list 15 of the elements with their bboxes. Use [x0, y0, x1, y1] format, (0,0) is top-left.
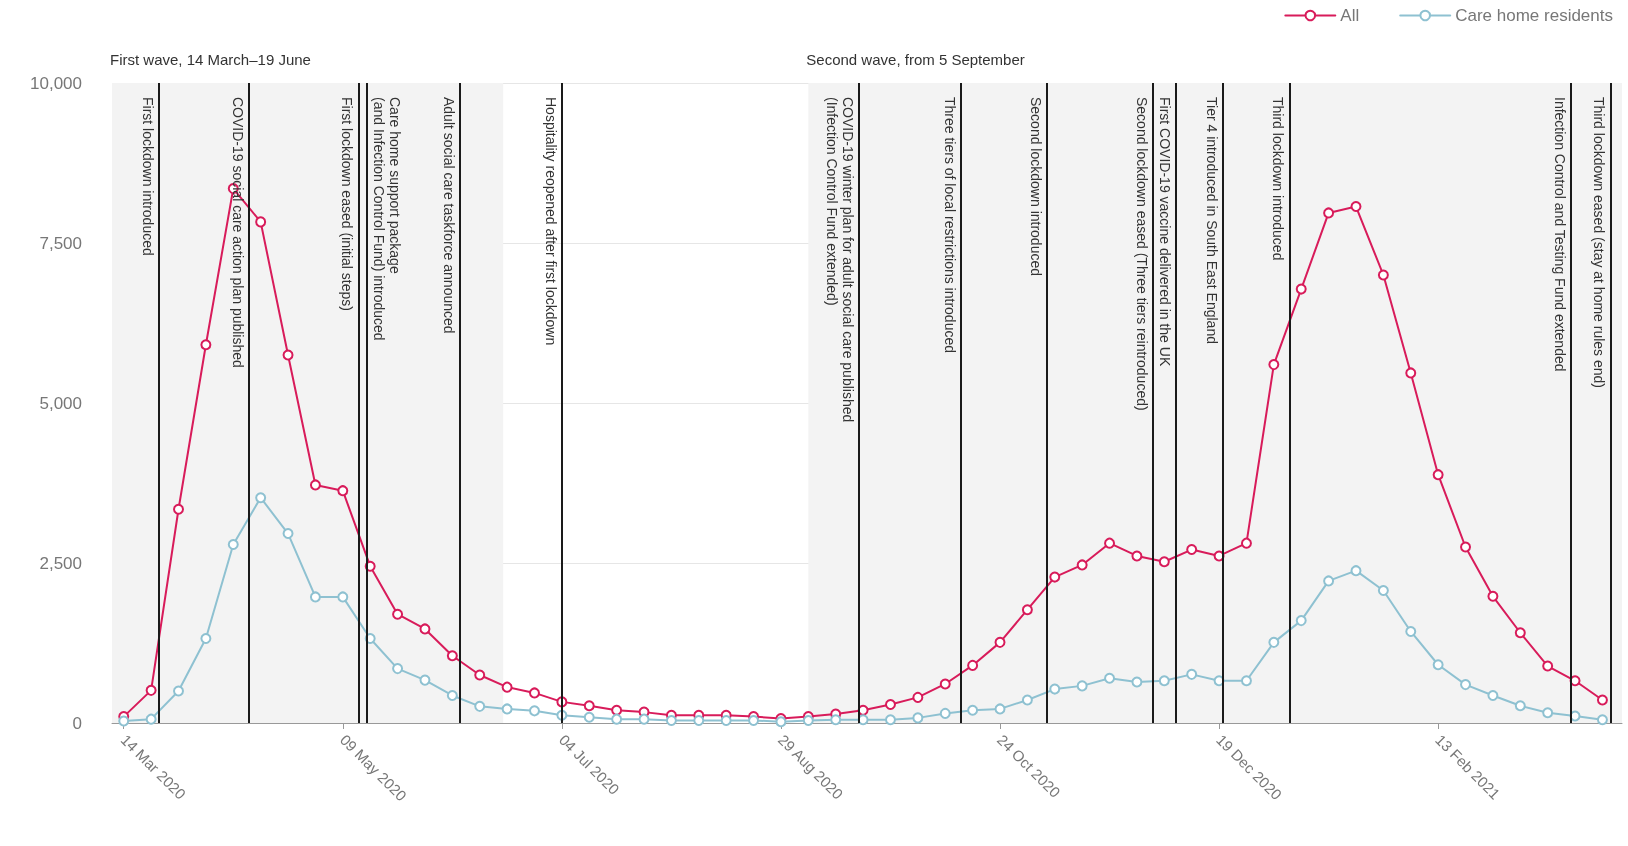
- ref-line-label: Care home support package (and Infection Control Fund) introduced: [371, 97, 404, 341]
- y-tick-label: 0: [72, 713, 82, 733]
- legend-label: Care home residents: [1455, 6, 1614, 25]
- y-tick-label: 7,500: [39, 233, 82, 253]
- ref-line-label: First lockdown introduced: [139, 97, 156, 256]
- ref-line-label: First lockdown eased (initial steps): [339, 97, 356, 311]
- band-label: First wave, 14 March–19 June: [110, 51, 311, 68]
- y-tick-label: 5,000: [39, 393, 82, 413]
- y-tick-label: 2,500: [39, 553, 82, 573]
- band-label: Second wave, from 5 September: [806, 51, 1025, 68]
- y-tick-label: 10,000: [30, 73, 82, 93]
- ref-line-label: Adult social care taskforce announced: [441, 97, 458, 334]
- legend-label: All: [1340, 6, 1360, 25]
- ref-line-label: Hospitality reopened after first lockdown: [542, 97, 559, 346]
- ref-line-label: COVID-19 social care action plan published: [229, 97, 246, 368]
